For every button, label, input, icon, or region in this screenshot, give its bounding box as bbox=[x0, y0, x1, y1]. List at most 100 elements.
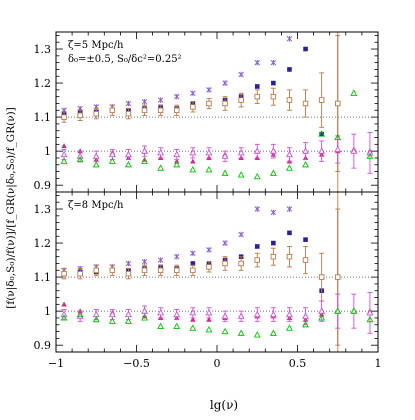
top-point-cross bbox=[157, 97, 164, 103]
bottom-point-open-triangle bbox=[141, 307, 149, 314]
bottom-point-open-triangle bbox=[253, 310, 261, 318]
top-point-cross bbox=[270, 59, 277, 66]
bottom-point-open-square bbox=[254, 257, 260, 263]
top-point-open-triangle bbox=[334, 133, 342, 141]
top-point-open-triangle bbox=[253, 172, 261, 180]
top-point-open-square bbox=[125, 110, 132, 117]
bottom-point-open-triangle bbox=[205, 326, 213, 333]
bottom-point-square bbox=[254, 244, 260, 249]
bottom-point-cross bbox=[125, 260, 132, 267]
top-point-square bbox=[287, 67, 292, 72]
top-point-open-triangle bbox=[92, 160, 100, 168]
top-point-open-triangle bbox=[108, 157, 116, 164]
bottom-x-tick-label: 0 bbox=[214, 357, 221, 370]
top-point-cross bbox=[173, 93, 180, 100]
bottom-point-open-triangle bbox=[318, 314, 326, 321]
top-point-square bbox=[271, 80, 276, 86]
top-point-open-square bbox=[335, 100, 341, 107]
top-point-open-square bbox=[222, 100, 228, 107]
panel-top: 0.9 1 1.1 1.2 1.3 ζ=5 Mpc/h δ₀=±0.5, S₀/δc²=0.… bbox=[34, 31, 379, 193]
bottom-point-cross bbox=[206, 247, 212, 253]
top-point-open-triangle bbox=[124, 150, 132, 158]
bottom-point-cross bbox=[222, 240, 228, 246]
top-annotation: ζ=5 Mpc/h bbox=[68, 40, 124, 51]
top-point-open-triangle bbox=[205, 166, 213, 173]
bottom-point-open-square bbox=[157, 267, 164, 274]
top-point-open-square bbox=[206, 100, 212, 107]
top-y-tick-label: 1.2 bbox=[34, 77, 52, 90]
bottom-point-open-triangle bbox=[269, 329, 277, 336]
bottom-point-open-square bbox=[335, 274, 341, 280]
bottom-point-open-square bbox=[190, 267, 196, 274]
top-point-cross bbox=[125, 100, 132, 107]
bottom-point-open-square bbox=[206, 264, 212, 270]
bottom-point-open-triangle bbox=[237, 312, 245, 319]
top-point-open-triangle bbox=[189, 149, 197, 156]
top-point-triangle bbox=[61, 143, 67, 149]
top-point-open-triangle bbox=[302, 147, 310, 154]
bottom-y-tick-label: 1 bbox=[44, 305, 51, 318]
bottom-point-cross bbox=[141, 258, 148, 265]
bottom-point-open-triangle bbox=[108, 310, 116, 318]
bottom-y-tick-label: 1.3 bbox=[34, 203, 52, 216]
bottom-point-open-square bbox=[302, 257, 309, 263]
bottom-point-open-triangle bbox=[269, 310, 277, 318]
bottom-point-open-square bbox=[141, 267, 148, 274]
top-point-square bbox=[254, 84, 260, 89]
bottom-point-square bbox=[190, 261, 196, 266]
top-point-cross bbox=[254, 59, 261, 66]
top-point-open-triangle bbox=[237, 171, 245, 178]
bottom-point-open-triangle bbox=[350, 307, 358, 314]
bottom-point-cross bbox=[173, 253, 180, 260]
top-point-open-triangle bbox=[157, 149, 165, 156]
top-point-open-triangle bbox=[285, 150, 293, 158]
top-point-open-triangle bbox=[269, 169, 277, 176]
bottom-point-open-triangle bbox=[189, 324, 197, 331]
bottom-point-open-square bbox=[77, 270, 83, 277]
bottom-point-triangle bbox=[61, 301, 67, 307]
bottom-x-tick-label: −0.5 bbox=[123, 357, 150, 370]
bottom-point-cross bbox=[270, 209, 277, 216]
bottom-point-open-triangle bbox=[124, 310, 132, 318]
top-point-open-square bbox=[77, 112, 83, 119]
bottom-point-open-triangle bbox=[108, 317, 116, 324]
top-point-open-triangle bbox=[334, 145, 342, 152]
bottom-point-open-triangle bbox=[173, 310, 181, 318]
top-point-open-triangle bbox=[221, 169, 229, 176]
bottom-point-open-triangle bbox=[221, 312, 229, 319]
top-point-open-triangle bbox=[76, 155, 84, 163]
top-point-open-triangle bbox=[350, 89, 358, 96]
bottom-point-cross bbox=[286, 206, 293, 212]
top-point-open-triangle bbox=[269, 147, 277, 154]
top-point-open-square bbox=[93, 110, 99, 117]
top-point-open-triangle bbox=[141, 147, 149, 154]
bottom-point-open-triangle bbox=[302, 312, 310, 319]
bottom-point-open-triangle bbox=[302, 320, 310, 328]
bottom-point-open-triangle bbox=[253, 331, 261, 338]
top-point-cross bbox=[286, 36, 293, 42]
top-point-open-square bbox=[141, 107, 148, 114]
top-y-tick-label: 1.1 bbox=[34, 111, 52, 124]
top-point-open-triangle bbox=[237, 149, 245, 156]
bottom-point-open-triangle bbox=[92, 315, 100, 323]
top-y-tick-label: 1.3 bbox=[34, 43, 52, 56]
top-point-open-triangle bbox=[205, 149, 213, 156]
top-point-triangle bbox=[190, 158, 196, 164]
top-point-cross bbox=[141, 98, 148, 105]
bottom-point-cross bbox=[254, 206, 261, 212]
bottom-frame bbox=[55, 191, 379, 353]
bottom-point-open-square bbox=[93, 267, 99, 274]
bottom-point-open-triangle bbox=[60, 314, 68, 321]
top-point-open-triangle bbox=[366, 152, 374, 159]
bottom-point-open-triangle bbox=[237, 329, 245, 336]
top-point-open-triangle bbox=[318, 130, 326, 137]
top-point-open-triangle bbox=[302, 160, 310, 168]
top-y-tick-label: 1 bbox=[44, 145, 51, 158]
bottom-point-open-square bbox=[173, 267, 180, 274]
top-point-open-square bbox=[254, 93, 260, 100]
top-point-open-triangle bbox=[318, 147, 326, 154]
top-point-open-triangle bbox=[173, 160, 181, 168]
bottom-point-triangle bbox=[206, 316, 212, 322]
